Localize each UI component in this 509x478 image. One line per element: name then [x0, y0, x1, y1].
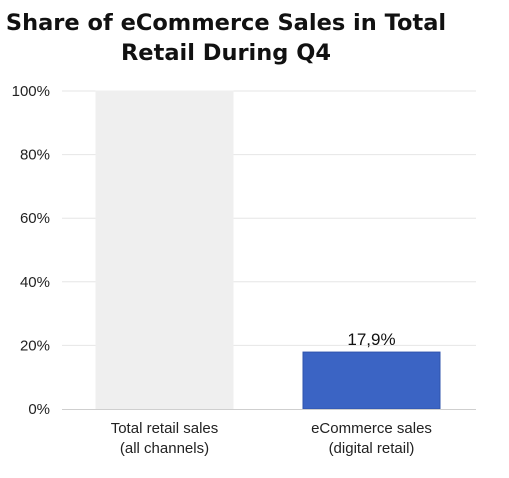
y-tick-label: 0%	[28, 401, 50, 418]
bar	[302, 351, 441, 410]
data-label: 17,9%	[347, 330, 395, 349]
bar	[95, 90, 234, 410]
y-axis-tick-labels: 0% 20% 40% 60% 80% 100%	[12, 83, 50, 418]
x-axis-category-labels: Total retail sales (all channels) eCommerc…	[111, 420, 432, 457]
y-tick-label: 100%	[12, 83, 50, 100]
y-tick-label: 40%	[20, 274, 50, 291]
chart-title: Share of eCommerce Sales in Total Retail…	[6, 10, 446, 66]
x-category-label: (all channels)	[120, 440, 209, 457]
data-labels: 17,9%	[347, 330, 395, 349]
y-tick-label: 60%	[20, 210, 50, 227]
x-category-label: Total retail sales	[111, 420, 219, 437]
x-category-label: eCommerce sales	[311, 420, 432, 437]
chart-title-line-2: Retail During Q4	[121, 40, 331, 66]
y-tick-label: 80%	[20, 147, 50, 164]
chart-title-line-1: Share of eCommerce Sales in Total	[6, 10, 446, 36]
bars	[95, 90, 441, 410]
x-category-label: (digital retail)	[329, 440, 415, 457]
y-tick-label: 20%	[20, 337, 50, 354]
